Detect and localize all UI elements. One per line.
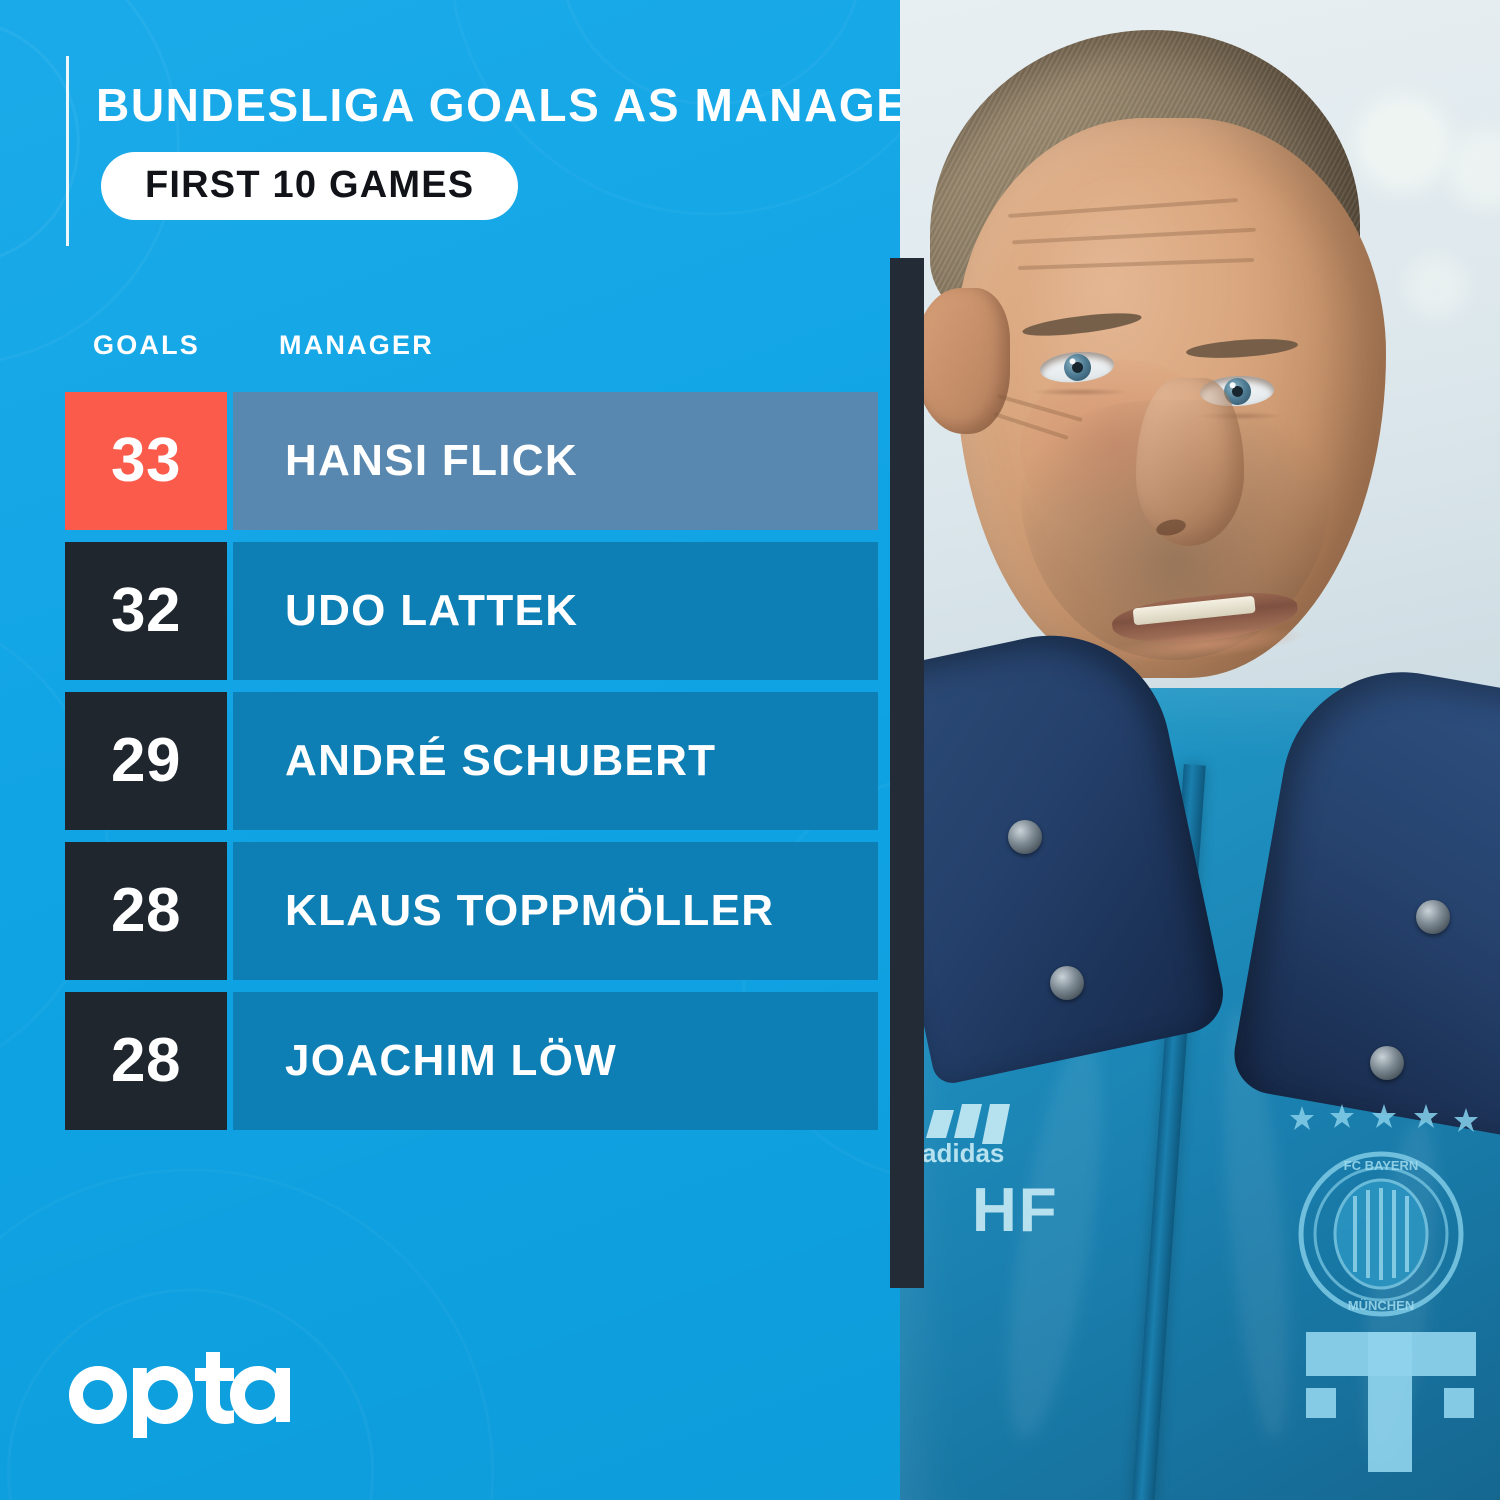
goals-cell: 29 — [65, 692, 227, 830]
column-header-manager: MANAGER — [279, 330, 434, 360]
collar-snap-button — [1416, 900, 1450, 934]
manager-name: ANDRÉ SCHUBERT — [285, 736, 717, 785]
svg-text:FC BAYERN: FC BAYERN — [1344, 1158, 1419, 1173]
collar-snap-button — [1008, 820, 1042, 854]
goals-cell: 28 — [65, 842, 227, 980]
opta-logo — [62, 1352, 312, 1438]
bokeh-light — [1355, 95, 1451, 191]
goals-value: 28 — [111, 1026, 181, 1095]
champions-stars — [1288, 1104, 1488, 1144]
jacket-initials: HF — [972, 1176, 1059, 1245]
manager-cell: KLAUS TOPPMÖLLER — [233, 842, 878, 980]
under-eye-shadow — [1194, 412, 1284, 420]
goals-cell: 33 — [65, 392, 227, 530]
adidas-logo: adidas — [920, 1104, 1080, 1170]
page-title: BUNDESLIGA GOALS AS MANAGER — [96, 79, 902, 131]
goals-value: 32 — [111, 576, 181, 645]
data-panel: BUNDESLIGA GOALS AS MANAGER FIRST 10 GAM… — [0, 0, 902, 1500]
title-accent-rule — [66, 56, 69, 246]
manager-cell: HANSI FLICK — [233, 392, 878, 530]
nose — [1136, 378, 1244, 546]
goals-cell: 28 — [65, 992, 227, 1130]
bokeh-light — [1405, 255, 1467, 317]
table-row: 28 KLAUS TOPPMÖLLER — [0, 842, 902, 992]
panel-divider-bar — [890, 258, 924, 1288]
goals-value: 28 — [111, 876, 181, 945]
ear — [914, 288, 1010, 434]
manager-cell: ANDRÉ SCHUBERT — [233, 692, 878, 830]
under-eye-shadow — [1032, 388, 1128, 396]
table-row: 32 UDO LATTEK — [0, 542, 902, 692]
svg-text:MÜNCHEN: MÜNCHEN — [1348, 1298, 1414, 1313]
subtitle-pill-label: FIRST 10 GAMES — [145, 164, 475, 206]
manager-name: HANSI FLICK — [285, 436, 578, 485]
table-row: 33 HANSI FLICK — [0, 392, 902, 542]
sponsor-logo-dot — [1444, 1388, 1474, 1418]
manager-name: JOACHIM LÖW — [285, 1036, 618, 1085]
subtitle-pill: FIRST 10 GAMES — [101, 152, 519, 220]
manager-name: UDO LATTEK — [285, 586, 579, 635]
svg-text:adidas: adidas — [922, 1138, 1004, 1168]
sponsor-logo-dot — [1306, 1388, 1336, 1418]
sponsor-logo-bar — [1368, 1332, 1412, 1472]
column-header-goals: GOALS — [93, 330, 201, 360]
sponsor-logo — [1306, 1332, 1486, 1472]
goals-value: 33 — [111, 426, 181, 495]
goals-value: 29 — [111, 726, 181, 795]
club-badge: FC BAYERN MÜNCHEN — [1296, 1148, 1466, 1320]
manager-cell: UDO LATTEK — [233, 542, 878, 680]
collar-snap-button — [1050, 966, 1084, 1000]
table-row: 29 ANDRÉ SCHUBERT — [0, 692, 902, 842]
goals-cell: 32 — [65, 542, 227, 680]
ranking-table: 33 HANSI FLICK 32 UDO LATTEK 29 ANDRÉ SCHUBER… — [0, 392, 902, 1142]
manager-portrait-photo: adidas HF — [900, 0, 1500, 1500]
table-row: 28 JOACHIM LÖW — [0, 992, 902, 1142]
iris — [1062, 352, 1093, 383]
manager-name: KLAUS TOPPMÖLLER — [285, 886, 775, 935]
manager-cell: JOACHIM LÖW — [233, 992, 878, 1130]
collar-snap-button — [1370, 1046, 1404, 1080]
